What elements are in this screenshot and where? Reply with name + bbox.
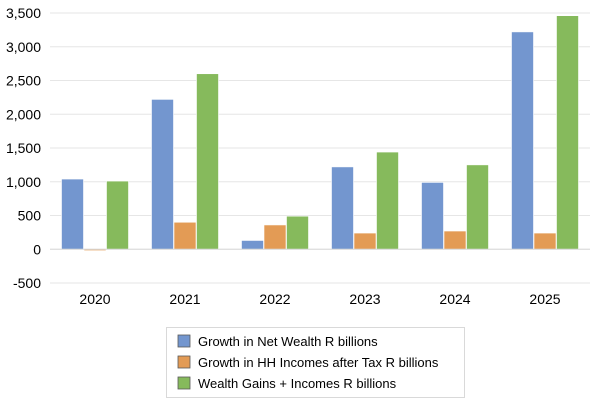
bar-2023-series-3 [376,151,399,250]
bar-2021-series-2 [173,221,197,250]
legend-swatch [177,355,191,369]
gridlines [50,12,590,284]
x-axis-tick-labels: 2020 2021 2022 2023 2024 2025 [79,291,560,307]
legend-label: Growth in HH Incomes after Tax R billion… [198,355,439,370]
legend-swatch [177,334,191,348]
bar-2022-series-3 [286,215,309,250]
y-tick-label: 500 [18,208,42,224]
y-axis-tick-labels: -500 0 500 1,000 1,500 2,000 2,500 3,000 3,500 [6,5,41,291]
y-tick-label: 2,000 [6,106,41,122]
y-tick-label: 1,500 [6,140,41,156]
y-tick-label: 2,500 [6,73,41,89]
y-tick-label: 0 [33,241,41,257]
x-tick-label: 2021 [169,291,200,307]
x-tick-label: 2020 [79,291,110,307]
bar-2024-series-3 [466,164,489,250]
bar-2025-series-3 [556,15,579,250]
legend-swatch [177,376,191,390]
x-tick-label: 2025 [529,291,560,307]
bar-2023-series-2 [353,232,377,250]
bar-2022-series-2 [263,224,287,250]
bar-2025-series-2 [533,232,557,250]
legend-label: Wealth Gains + Incomes R billions [198,376,397,391]
y-tick-label: 3,500 [6,5,41,21]
x-tick-label: 2023 [349,291,380,307]
y-tick-label: 3,000 [6,39,41,55]
bar-2021-series-1 [151,99,174,250]
y-tick-label: 1,000 [6,174,41,190]
bar-2025-series-1 [511,31,534,250]
bar-2020-series-3 [106,180,129,250]
legend: Growth in Net Wealth R billions Growth in… [166,327,465,398]
bar-2022-series-1 [241,240,264,250]
bar-2020-series-1 [61,178,84,250]
bar-2024-series-2 [443,230,467,250]
bar-2021-series-3 [196,73,219,250]
bars [61,15,579,251]
bar-2023-series-1 [331,166,354,250]
legend-box [166,327,465,398]
y-tick-label: -500 [13,275,41,291]
bar-2024-series-1 [421,182,444,250]
legend-label: Growth in Net Wealth R billions [198,334,378,349]
x-tick-label: 2024 [439,291,470,307]
x-tick-label: 2022 [259,291,290,307]
